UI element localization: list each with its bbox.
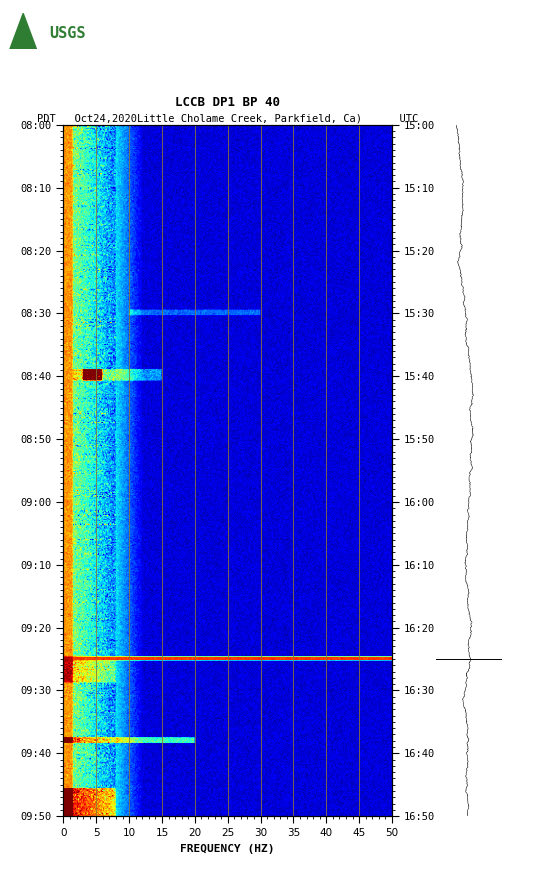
X-axis label: FREQUENCY (HZ): FREQUENCY (HZ) bbox=[181, 844, 275, 854]
Polygon shape bbox=[10, 13, 36, 49]
Text: LCCB DP1 BP 40: LCCB DP1 BP 40 bbox=[175, 95, 280, 109]
Text: USGS: USGS bbox=[50, 27, 86, 41]
Text: PDT   Oct24,2020Little Cholame Creek, Parkfield, Ca)      UTC: PDT Oct24,2020Little Cholame Creek, Park… bbox=[37, 113, 418, 123]
